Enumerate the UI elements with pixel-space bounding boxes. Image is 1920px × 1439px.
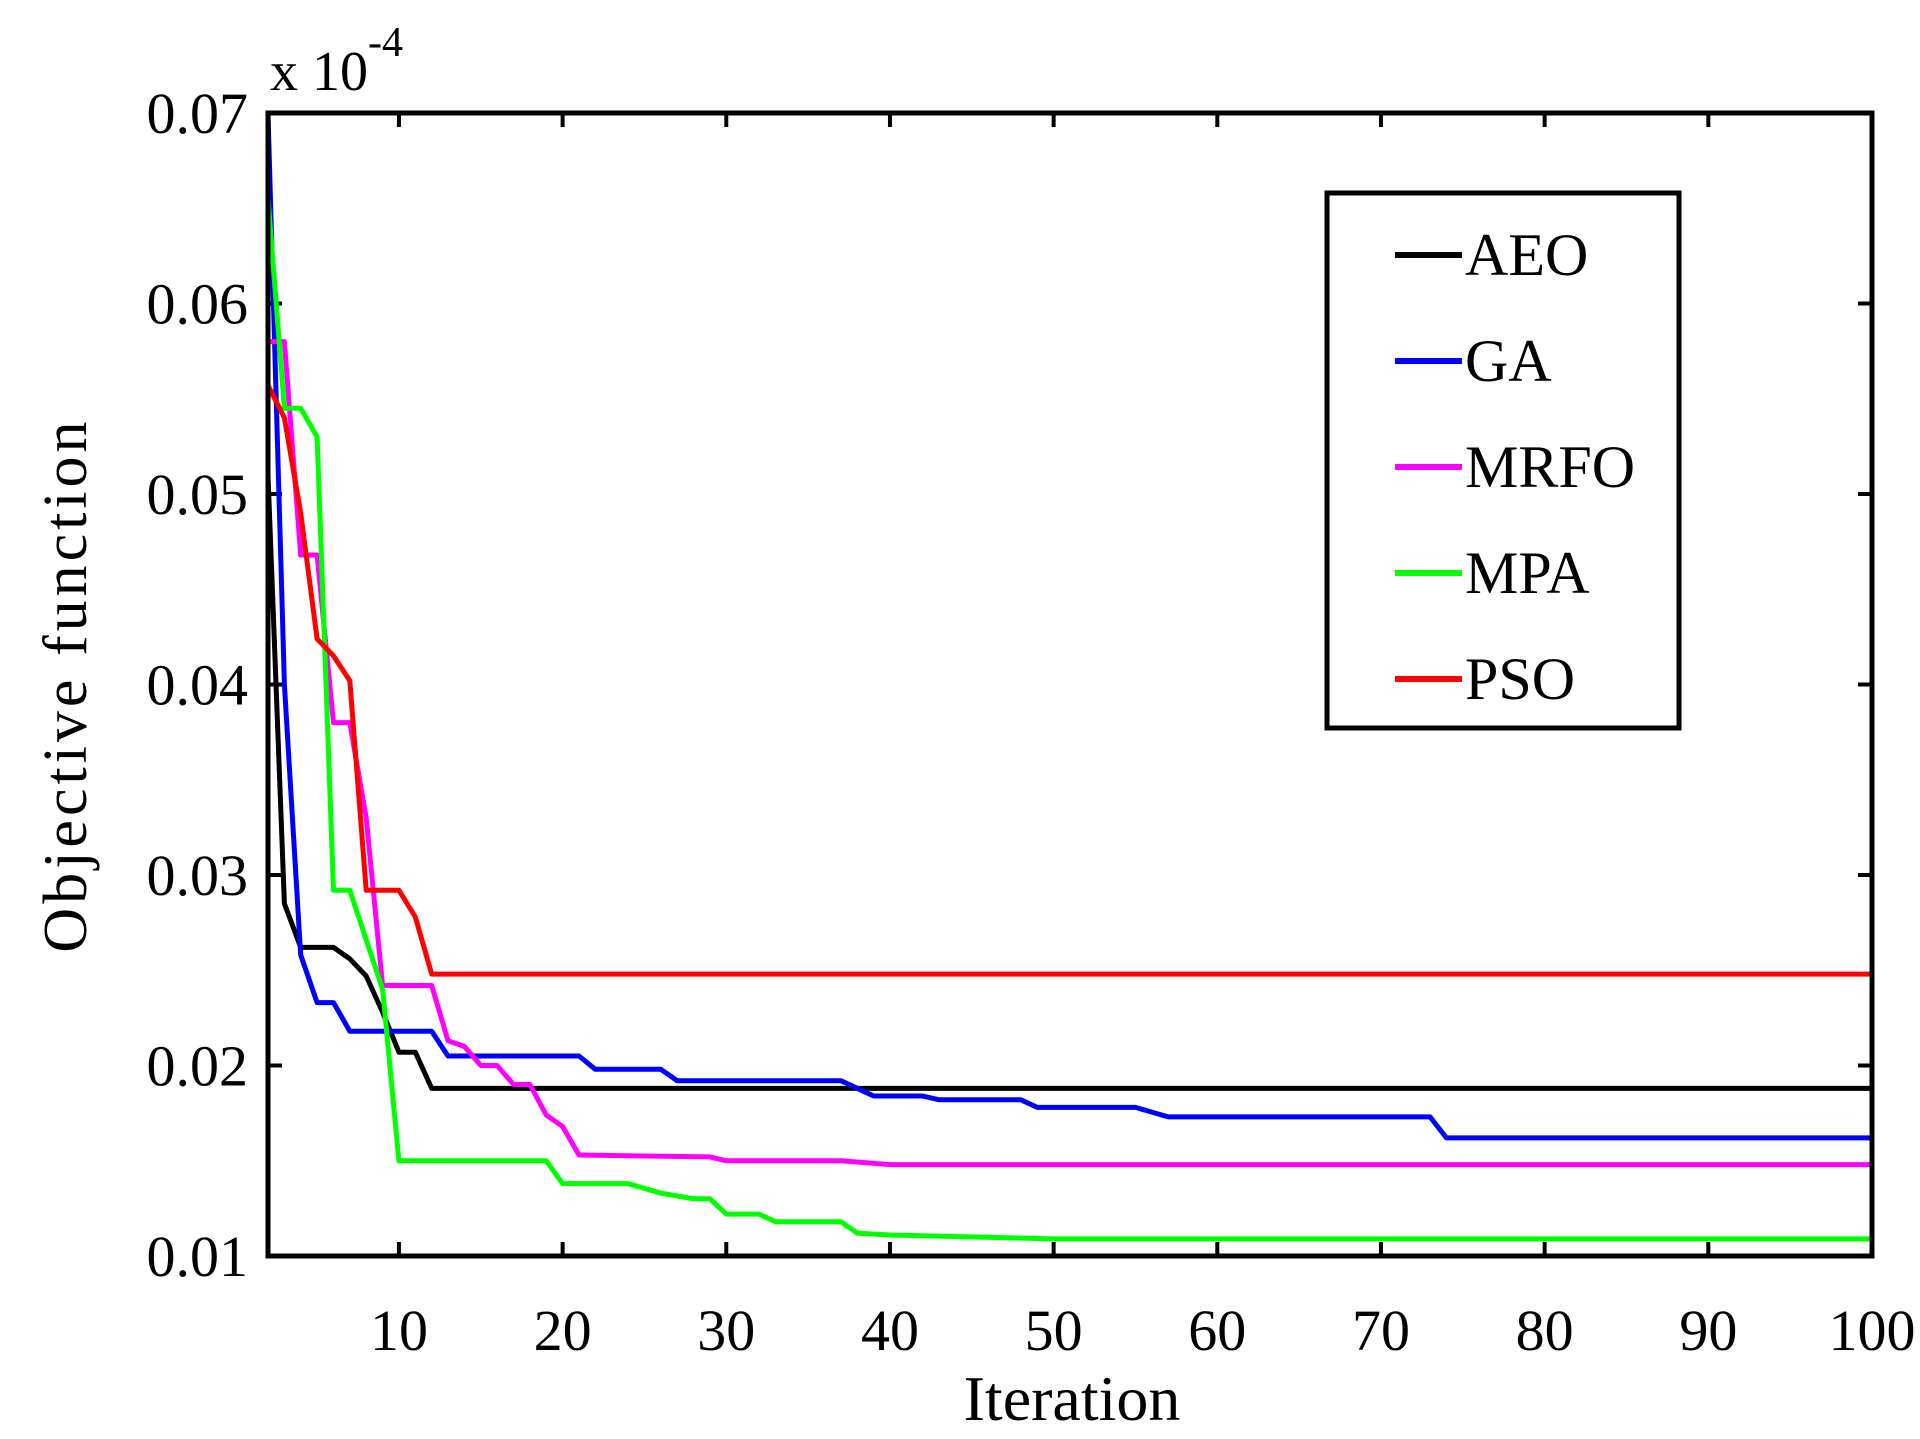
series-line-ga [265,110,1875,1141]
legend-label-mrfo: MRFO [1465,434,1635,500]
series-line-aeo [265,472,1875,1091]
x-tick-label: 30 [697,1298,755,1363]
x-axis-title: Iteration [964,1363,1181,1434]
x-tick-label: 100 [1829,1298,1916,1363]
y-axis-title: Objective function [32,417,100,952]
legend-label-aeo: AEO [1465,222,1588,288]
series-line-mrfo [265,339,1875,1168]
legend-label-mpa: MPA [1465,540,1590,606]
y-exponent-power: -4 [368,20,403,66]
legend-box [1324,190,1682,731]
y-tick-label: 0.01 [147,1224,249,1289]
x-tick-label: 80 [1516,1298,1574,1363]
y-tick-label: 0.07 [147,81,249,146]
x-tick-label: 20 [534,1298,592,1363]
y-tick-label: 0.04 [147,653,249,718]
legend: AEO GA MRFO MPA PSO [1324,190,1682,731]
x-tick-label: 70 [1352,1298,1410,1363]
y-tick-label: 0.03 [147,843,249,908]
x-tick-label: 10 [370,1298,428,1363]
y-exponent-label: x 10-4 [270,20,403,103]
x-tick-label: 60 [1188,1298,1246,1363]
legend-label-ga: GA [1465,328,1552,394]
x-tick-label: 90 [1679,1298,1737,1363]
x-tick-label: 50 [1025,1298,1083,1363]
series-line-pso [265,382,1875,977]
x-tick-labels: 10 20 30 40 50 60 70 80 90 100 [370,1298,1916,1363]
y-tick-label: 0.05 [147,462,249,527]
y-exponent-base: x 10 [270,41,368,103]
y-tick-label: 0.06 [147,272,249,337]
series-line-mpa [265,196,1875,1242]
y-tick-label: 0.02 [147,1034,249,1099]
x-tick-label: 40 [861,1298,919,1363]
legend-items: AEO GA MRFO MPA PSO [1395,222,1635,712]
y-tick-labels: 0.01 0.02 0.03 0.04 0.05 0.06 0.07 [147,81,249,1289]
legend-label-pso: PSO [1465,646,1575,712]
series-lines [265,110,1875,1242]
plot-frame [265,110,1875,1259]
